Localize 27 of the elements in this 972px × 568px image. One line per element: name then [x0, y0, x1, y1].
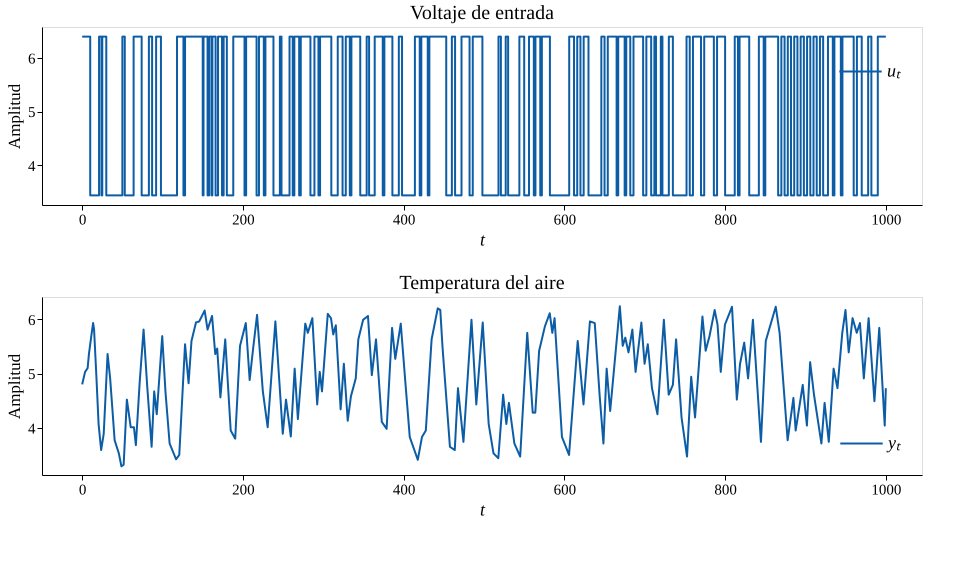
x-tick-label: 1000: [871, 212, 902, 228]
chart-title: Temperatura del aire: [399, 272, 565, 294]
x-tick-label: 0: [78, 212, 86, 228]
y-axis-title: Amplitud: [5, 83, 24, 150]
x-axis-title: t: [480, 500, 486, 520]
y-tick-label: 5: [28, 105, 36, 122]
x-tick-label: 1000: [871, 482, 902, 498]
y-axis-title: Amplitud: [5, 353, 24, 420]
y-tick-label: 6: [28, 52, 36, 68]
x-tick-label: 600: [554, 482, 576, 498]
y-tick-label: 4: [28, 158, 36, 175]
y-tick-label: 6: [28, 312, 36, 329]
x-tick-label: 800: [714, 212, 737, 228]
x-tick-label: 400: [392, 212, 416, 228]
x-tick-label: 0: [78, 482, 86, 498]
line-series: [81, 305, 887, 468]
x-tick-label: 400: [392, 482, 416, 498]
x-tick-label: 200: [232, 212, 255, 228]
y-tick-label: 5: [28, 367, 36, 384]
x-tick-label: 200: [232, 482, 255, 498]
chart-title: Voltaje de entrada: [410, 2, 554, 24]
legend-label: yₜ: [886, 432, 901, 452]
y-tick-label: 4: [28, 421, 36, 438]
legend-label: uₜ: [887, 60, 901, 80]
x-axis-title: t: [480, 230, 486, 250]
x-tick-label: 800: [714, 482, 737, 498]
x-tick-label: 600: [554, 212, 576, 228]
